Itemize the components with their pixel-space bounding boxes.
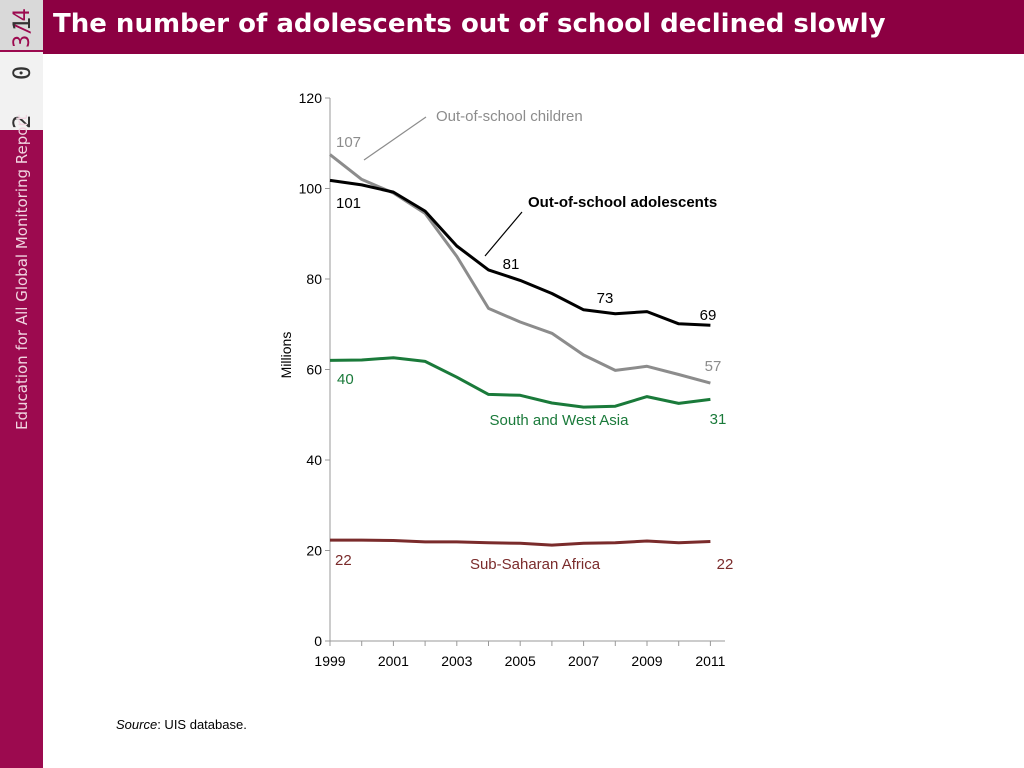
value-label-swa-end: 31 — [710, 411, 727, 428]
y-tick-label: 120 — [299, 90, 323, 106]
y-tick-label: 80 — [306, 271, 322, 287]
value-label-ssa-end: 22 — [717, 556, 734, 573]
chart-axes: 0 20 40 60 80 100 120 1999 2001 2003 2005 2007 2009 2… — [278, 90, 726, 669]
series-name-south-west-asia: South and West Asia — [490, 412, 630, 429]
series-name-sub-saharan-africa: Sub-Saharan Africa — [470, 556, 601, 573]
series-line-0 — [329, 153, 711, 385]
x-tick-label: 2007 — [568, 653, 599, 669]
value-label-adolescents-mid2: 73 — [597, 290, 614, 307]
series-name-children: Out-of-school children — [436, 108, 583, 125]
year-box: 3/4 2 0 1 — [0, 0, 43, 133]
x-tick-label: 2005 — [505, 653, 536, 669]
edition-box — [0, 0, 43, 52]
series-name-adolescents: Out-of-school adolescents — [528, 194, 717, 211]
sidebar: 3/4 2 0 1 Education for All Global Monit… — [0, 0, 43, 768]
x-tick-label: 1999 — [314, 653, 345, 669]
leader-line-adolescents — [484, 211, 523, 257]
value-label-adolescents-start: 101 — [336, 195, 361, 212]
value-label-children-start: 107 — [336, 134, 361, 151]
series-line-2 — [329, 356, 711, 409]
y-tick-label: 20 — [306, 543, 322, 559]
source-label: Source — [116, 717, 158, 732]
leader-line-children — [363, 116, 427, 161]
slide-title: The number of adolescents out of school … — [53, 9, 886, 39]
value-label-swa-start: 40 — [337, 371, 354, 388]
x-tick-label: 2001 — [378, 653, 409, 669]
y-axis-label: Millions — [278, 332, 294, 379]
y-tick-label: 100 — [299, 181, 323, 197]
value-label-adolescents-mid: 81 — [503, 256, 520, 273]
series-line-1 — [329, 178, 711, 327]
value-label-children-end: 57 — [705, 358, 722, 375]
x-tick-label: 2009 — [631, 653, 662, 669]
y-tick-label: 40 — [306, 452, 322, 468]
y-tick-label: 0 — [314, 633, 322, 649]
source-note: Source: UIS database. — [116, 717, 247, 732]
source-text: : UIS database. — [157, 717, 247, 732]
x-tick-label: 2003 — [441, 653, 472, 669]
y-tick-label: 60 — [306, 362, 322, 378]
value-label-ssa-start: 22 — [335, 552, 352, 569]
value-label-adolescents-end: 69 — [700, 307, 717, 324]
series-line-3 — [330, 538, 711, 547]
chart-lines — [329, 153, 711, 547]
x-tick-label: 2011 — [695, 653, 725, 669]
title-bar: The number of adolescents out of school … — [43, 0, 1024, 54]
chart-labels: Out-of-school children Out-of-school adol… — [335, 108, 733, 573]
